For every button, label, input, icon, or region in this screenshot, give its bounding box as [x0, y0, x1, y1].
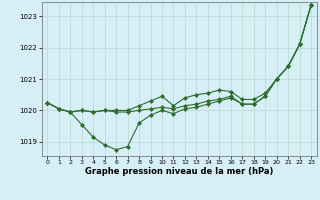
X-axis label: Graphe pression niveau de la mer (hPa): Graphe pression niveau de la mer (hPa): [85, 167, 273, 176]
